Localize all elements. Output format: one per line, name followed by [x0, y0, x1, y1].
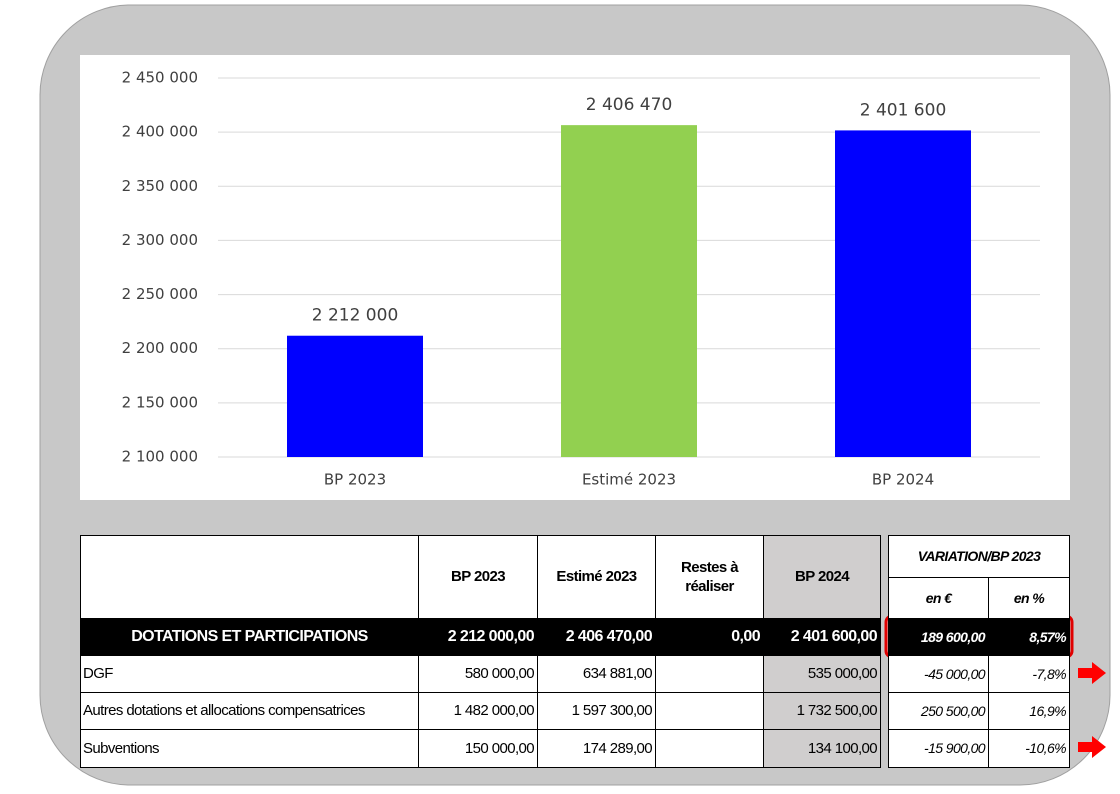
y-tick-label: 2 450 000 [122, 69, 198, 87]
value-cell [655, 729, 764, 768]
x-tick-label: BP 2024 [872, 471, 934, 489]
value-cell: 0,00 [655, 618, 764, 656]
value-cell: 1 732 500,00 [763, 692, 881, 730]
value-cell [655, 655, 764, 693]
value-cell: 535 000,00 [763, 655, 881, 693]
value-cell: 580 000,00 [418, 655, 538, 693]
value-cell: 2 401 600,00 [763, 618, 881, 656]
data-label: 2 212 000 [312, 306, 399, 326]
bar [561, 125, 697, 457]
y-tick-label: 2 150 000 [122, 393, 198, 411]
y-tick-label: 2 250 000 [122, 285, 198, 303]
header-cell: Estimé 2023 [537, 535, 656, 619]
data-label: 2 406 470 [586, 95, 673, 115]
header-cell: BP 2023 [418, 535, 538, 619]
bar [835, 130, 971, 457]
y-tick-label: 2 400 000 [122, 123, 198, 141]
bar [287, 335, 423, 457]
x-tick-label: BP 2023 [324, 471, 386, 489]
variation-cell: -7,8% [988, 655, 1070, 693]
variation-cell: 250 500,00 [888, 692, 989, 730]
variation-cell: 8,57% [988, 618, 1070, 656]
y-tick-label: 2 350 000 [122, 177, 198, 195]
value-cell [655, 692, 764, 730]
header-cell: en € [888, 577, 989, 619]
value-cell: 174 289,00 [537, 729, 656, 768]
value-cell: 1 597 300,00 [537, 692, 656, 730]
row-label: DGF [80, 655, 419, 693]
header-cell [80, 535, 419, 619]
variation-cell: -45 000,00 [888, 655, 989, 693]
value-cell: 2 406 470,00 [537, 618, 656, 656]
value-cell: 150 000,00 [418, 729, 538, 768]
y-tick-label: 2 200 000 [122, 339, 198, 357]
header-cell: Restes à réaliser [655, 535, 764, 619]
value-cell: 1 482 000,00 [418, 692, 538, 730]
value-cell: 2 212 000,00 [418, 618, 538, 656]
variation-cell: 16,9% [988, 692, 1070, 730]
variation-cell: -10,6% [988, 729, 1070, 768]
arrow [1078, 662, 1106, 684]
arrow [1078, 736, 1106, 758]
header-cell: VARIATION/BP 2023 [888, 535, 1070, 578]
value-cell: 634 881,00 [537, 655, 656, 693]
variation-cell: -15 900,00 [888, 729, 989, 768]
variation-cell: 189 600,00 [888, 618, 989, 656]
header-cell: en % [988, 577, 1070, 619]
x-tick-label: Estimé 2023 [582, 471, 676, 489]
value-cell: 134 100,00 [763, 729, 881, 768]
header-cell: BP 2024 [763, 535, 881, 619]
data-label: 2 401 600 [860, 100, 947, 120]
row-label: DOTATIONS ET PARTICIPATIONS [80, 618, 419, 656]
row-label: Subventions [80, 729, 419, 768]
row-label: Autres dotations et allocations compensa… [80, 692, 419, 730]
y-tick-label: 2 100 000 [122, 448, 198, 466]
y-tick-label: 2 300 000 [122, 231, 198, 249]
